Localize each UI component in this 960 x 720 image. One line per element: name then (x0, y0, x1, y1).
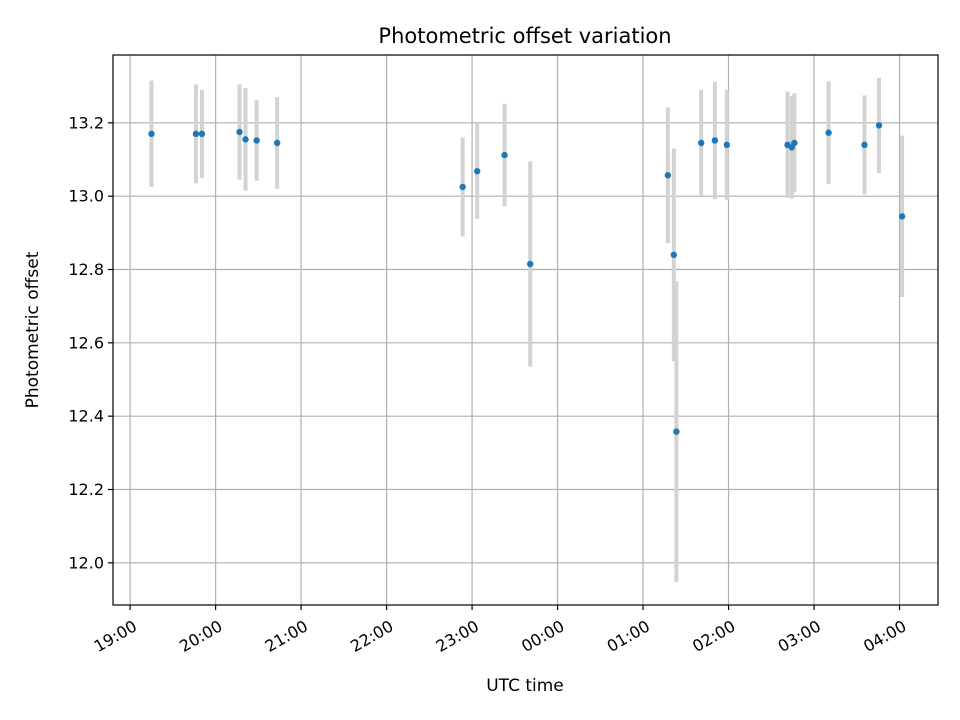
y-axis-label: Photometric offset (23, 251, 43, 408)
data-point (697, 139, 705, 147)
data-point (148, 130, 155, 138)
y-tick-label: 12.6 (68, 333, 104, 352)
grid (113, 55, 938, 605)
plot-frame (112, 54, 939, 606)
data-point (664, 172, 672, 179)
data-point (459, 183, 466, 191)
data-point (273, 139, 281, 147)
data-point (673, 428, 680, 435)
data-point (198, 130, 206, 138)
y-tick-label: 12.0 (68, 553, 104, 572)
y-tick-label: 12.2 (68, 480, 104, 499)
data-point (791, 139, 798, 147)
data-point (861, 141, 868, 149)
data-point (711, 137, 719, 144)
y-tick-label: 13.0 (68, 187, 104, 206)
data-point (242, 136, 249, 143)
data-point (723, 141, 731, 149)
data-point (473, 168, 481, 175)
y-tick-label: 12.4 (68, 407, 104, 426)
data-point (825, 129, 832, 136)
data-point (670, 251, 678, 259)
data-point (236, 128, 243, 136)
y-tick-label: 12.8 (68, 260, 104, 279)
data-point (898, 213, 906, 220)
chart-title: Photometric offset variation (378, 24, 671, 48)
x-axis-label: UTC time (486, 676, 564, 696)
data-point (875, 122, 883, 129)
data-point (501, 151, 508, 159)
data-point (192, 130, 200, 138)
data-points (148, 122, 906, 435)
data-point (253, 137, 260, 144)
data-point (527, 260, 534, 268)
y-tick-label: 13.2 (68, 113, 104, 132)
